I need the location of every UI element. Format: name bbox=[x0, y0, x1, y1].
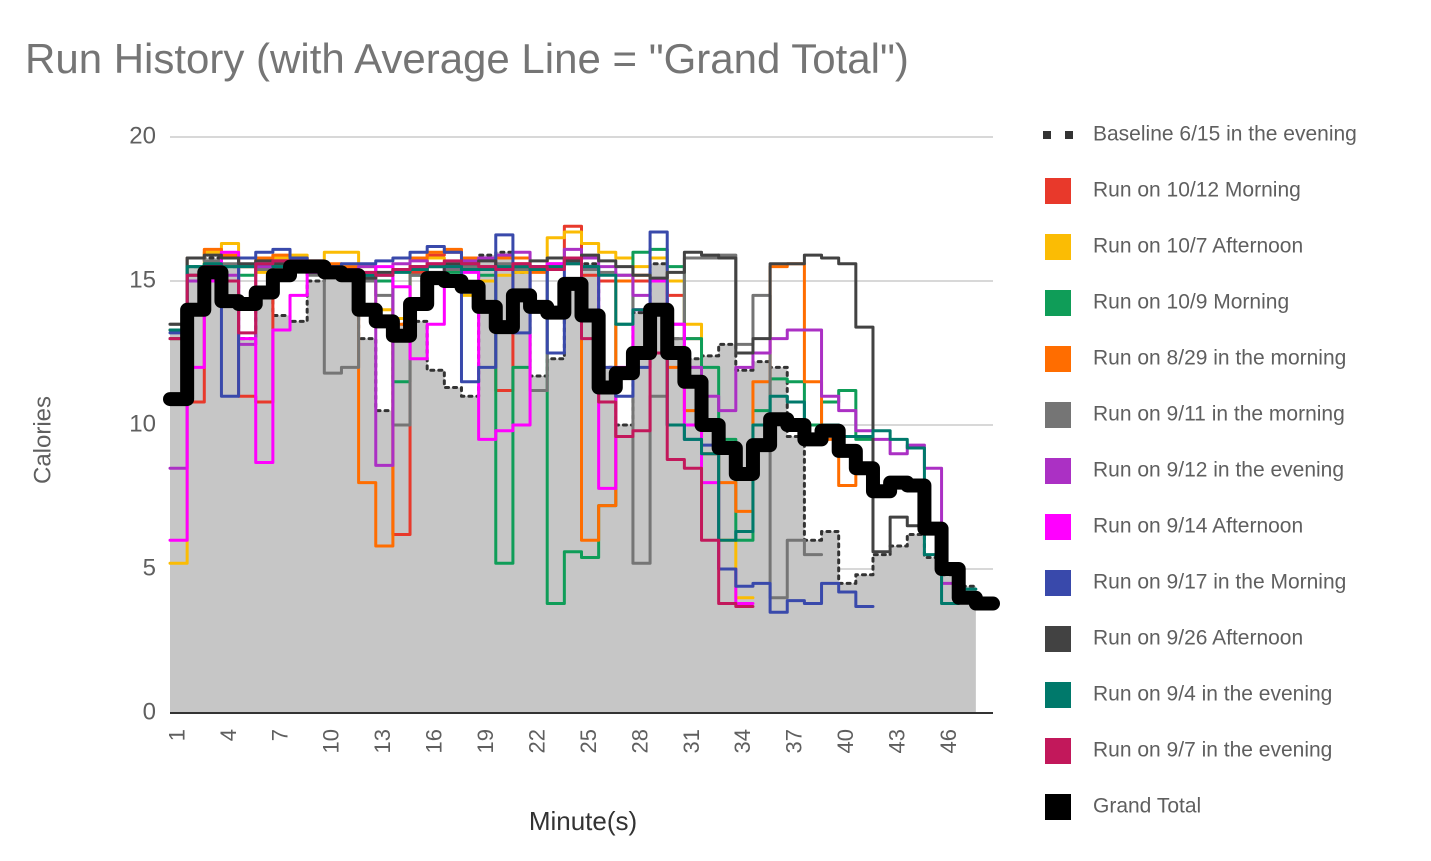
legend-label: Run on 8/29 in the morning bbox=[1093, 347, 1346, 370]
x-tick-label: 34 bbox=[730, 729, 755, 753]
x-tick-label: 31 bbox=[679, 729, 704, 753]
x-tick-label: 46 bbox=[936, 729, 961, 753]
x-tick-label: 4 bbox=[216, 729, 241, 741]
y-tick-label: 10 bbox=[129, 410, 156, 437]
y-axis-label: Calories bbox=[29, 396, 56, 484]
legend-label: Run on 10/12 Morning bbox=[1093, 179, 1301, 202]
legend-label: Run on 9/12 in the evening bbox=[1093, 459, 1344, 482]
legend-swatch bbox=[1045, 402, 1071, 428]
y-tick-label: 20 bbox=[129, 122, 156, 149]
legend-label: Run on 9/14 Afternoon bbox=[1093, 515, 1303, 538]
y-tick-label: 0 bbox=[143, 698, 156, 725]
series-line bbox=[168, 230, 875, 614]
x-tick-label: 10 bbox=[319, 729, 344, 753]
x-tick-label: 43 bbox=[885, 729, 910, 753]
x-tick-label: 28 bbox=[627, 729, 652, 753]
series-line bbox=[163, 259, 1000, 611]
legend-swatch bbox=[1045, 290, 1071, 316]
legend-swatch bbox=[1045, 178, 1071, 204]
legend-swatch bbox=[1065, 131, 1073, 139]
x-axis-label: Minute(s) bbox=[529, 806, 637, 836]
legend-label: Run on 10/9 Morning bbox=[1093, 291, 1289, 314]
x-tick-label: 13 bbox=[370, 729, 395, 753]
legend-swatch bbox=[1045, 626, 1071, 652]
x-tick-label: 40 bbox=[833, 729, 858, 753]
chart-title: Run History (with Average Line = "Grand … bbox=[25, 35, 909, 82]
legend-swatch bbox=[1045, 458, 1071, 484]
legend-label: Run on 10/7 Afternoon bbox=[1093, 235, 1303, 258]
series-line bbox=[168, 256, 755, 608]
legend-swatch bbox=[1045, 738, 1071, 764]
legend-swatch bbox=[1045, 570, 1071, 596]
x-tick-label: 16 bbox=[422, 729, 447, 753]
legend-label: Run on 9/26 Afternoon bbox=[1093, 627, 1303, 650]
y-tick-label: 15 bbox=[129, 266, 156, 293]
legend-label: Run on 9/11 in the morning bbox=[1093, 403, 1345, 426]
legend-swatch bbox=[1045, 514, 1071, 540]
legend-swatch bbox=[1045, 346, 1071, 372]
legend-swatch bbox=[1045, 234, 1071, 260]
legend-swatch bbox=[1045, 682, 1071, 708]
legend-swatch bbox=[1043, 131, 1051, 139]
x-tick-label: 1 bbox=[164, 729, 189, 741]
legend-label: Run on 9/4 in the evening bbox=[1093, 683, 1332, 706]
legend-label: Run on 9/7 in the evening bbox=[1093, 739, 1332, 762]
y-tick-label: 5 bbox=[143, 554, 156, 581]
x-tick-label: 19 bbox=[473, 729, 498, 753]
legend-label: Run on 9/17 in the Morning bbox=[1093, 571, 1346, 594]
legend-label: Grand Total bbox=[1093, 795, 1201, 818]
x-tick-label: 7 bbox=[267, 729, 292, 741]
x-tick-label: 25 bbox=[576, 729, 601, 753]
x-tick-label: 37 bbox=[782, 729, 807, 753]
legend-label: Baseline 6/15 in the evening bbox=[1093, 123, 1357, 146]
x-tick-label: 22 bbox=[524, 729, 549, 753]
legend-swatch bbox=[1045, 794, 1071, 820]
